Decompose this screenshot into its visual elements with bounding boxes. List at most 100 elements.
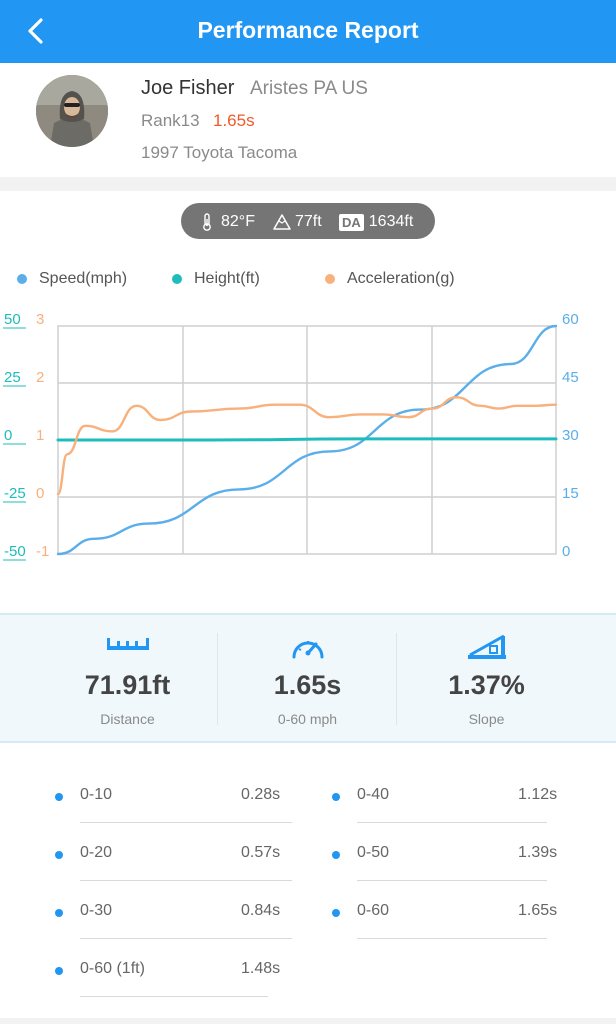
stat-divider xyxy=(217,633,218,725)
split-range: 0-60 (1ft) xyxy=(80,960,145,977)
split-row: 0-50 1.39s xyxy=(332,828,572,886)
legend-height-label: Height(ft) xyxy=(194,270,260,287)
bullet-icon xyxy=(55,909,63,917)
split-time: 1.65s xyxy=(518,902,558,919)
stat-zero-to-sixty: 1.65s 0-60 mph xyxy=(205,615,410,741)
zero-to-sixty-value: 1.65s xyxy=(273,670,342,700)
legend-speed[interactable]: Speed(mph) xyxy=(17,270,127,288)
temperature-item: 82°F xyxy=(201,213,255,231)
height-tick-label: 25 xyxy=(4,369,21,386)
split-separator xyxy=(80,822,292,823)
speed-series-line xyxy=(56,324,558,556)
driver-name: Joe Fisher xyxy=(141,77,235,99)
profile-card: Joe Fisher Aristes PA US Rank13 1.65s 19… xyxy=(0,63,616,177)
stat-distance: 71.91ft Distance xyxy=(25,615,230,741)
driver-location: Aristes PA US xyxy=(250,78,368,99)
acceleration-legend-dot xyxy=(325,274,335,284)
split-row: 0-20 0.57s xyxy=(55,828,295,886)
height-tick-label: -25 xyxy=(4,485,26,502)
driver-rank: Rank13 xyxy=(141,111,200,130)
stat-slope: 1.37% Slope xyxy=(384,615,589,741)
legend-speed-label: Speed(mph) xyxy=(39,270,128,287)
split-range: 0-10 xyxy=(80,786,113,803)
page-title: Performance Report xyxy=(197,17,419,43)
split-range: 0-30 xyxy=(80,902,113,919)
split-row: 0-10 0.28s xyxy=(55,770,295,828)
temperature-value: 82°F xyxy=(221,213,255,230)
split-row: 0-40 1.12s xyxy=(332,770,572,828)
da-badge: DA xyxy=(339,213,364,231)
split-time: 1.12s xyxy=(518,786,558,803)
split-time: 0.84s xyxy=(241,902,281,919)
split-time: 0.57s xyxy=(241,844,281,861)
user-photo-icon xyxy=(36,75,108,147)
ruler-icon xyxy=(106,638,149,650)
height-tick-label: 0 xyxy=(4,427,12,444)
acceleration-tick-label: 1 xyxy=(36,427,44,444)
rank-time: 1.65s xyxy=(213,111,255,130)
speed-tick-label: 0 xyxy=(562,543,570,560)
altitude-item: 77ft xyxy=(273,213,322,231)
height-legend-dot xyxy=(172,274,182,284)
legend-acceleration[interactable]: Acceleration(g) xyxy=(325,270,455,288)
back-button[interactable] xyxy=(22,16,52,46)
split-separator xyxy=(80,880,292,881)
acceleration-tick-label: 0 xyxy=(36,485,44,502)
density-altitude-value: 1634ft xyxy=(368,213,414,230)
split-range: 0-40 xyxy=(357,786,390,803)
speed-tick-label: 15 xyxy=(562,485,579,502)
split-separator xyxy=(357,938,547,939)
distance-label: Distance xyxy=(100,711,155,727)
split-row: 0-30 0.84s xyxy=(55,886,295,944)
height-tick-label: -50 xyxy=(4,543,26,560)
speedometer-icon xyxy=(292,641,323,659)
split-range: 0-60 xyxy=(357,902,390,919)
bullet-icon xyxy=(332,909,340,917)
bullet-icon xyxy=(55,851,63,859)
stats-panel: 71.91ft Distance 1.65s 0-60 mph 1.37% xyxy=(0,613,616,743)
split-row: 0-60 (1ft) 1.48s xyxy=(55,944,295,1002)
density-altitude-item: DA 1634ft xyxy=(339,213,413,231)
bullet-icon xyxy=(55,793,63,801)
legend-height[interactable]: Height(ft) xyxy=(172,270,260,288)
speed-tick-label: 45 xyxy=(562,369,579,386)
split-time: 1.48s xyxy=(241,960,281,977)
split-separator xyxy=(357,822,547,823)
zero-to-sixty-label: 0-60 mph xyxy=(277,711,338,727)
acceleration-tick-label: 3 xyxy=(36,311,44,328)
acceleration-tick-label: 2 xyxy=(36,369,44,386)
slope-icon xyxy=(467,634,506,659)
chevron-left-icon xyxy=(28,18,43,44)
legend-acceleration-label: Acceleration(g) xyxy=(347,270,455,287)
distance-value: 71.91ft xyxy=(84,670,171,700)
split-time: 1.39s xyxy=(518,844,558,861)
slope-label: Slope xyxy=(468,711,505,727)
avatar[interactable] xyxy=(36,75,108,147)
bullet-icon xyxy=(332,851,340,859)
bullet-icon xyxy=(55,967,63,975)
speed-tick-label: 30 xyxy=(562,427,579,444)
height-tick-label: 50 xyxy=(4,311,21,328)
bottom-divider xyxy=(0,1018,616,1024)
split-range: 0-20 xyxy=(80,844,113,861)
split-row: 0-60 1.65s xyxy=(332,886,572,944)
altitude-value: 77ft xyxy=(295,213,322,230)
mountain-icon xyxy=(273,214,291,230)
performance-chart: 50 25 0 -25 -50 3 2 1 0 -1 60 45 30 15 0 xyxy=(3,311,579,561)
section-divider xyxy=(0,177,616,191)
slope-value: 1.37% xyxy=(448,670,525,700)
acceleration-series-line xyxy=(56,396,558,496)
height-series-line xyxy=(56,437,558,442)
speed-tick-label: 60 xyxy=(562,311,579,328)
vehicle-name: 1997 Toyota Tacoma xyxy=(141,143,298,162)
split-time: 0.28s xyxy=(241,786,281,803)
conditions-pill: 82°F 77ft DA 1634ft xyxy=(181,203,435,239)
bullet-icon xyxy=(332,793,340,801)
header-bar: Performance Report xyxy=(0,0,616,63)
stat-divider xyxy=(396,633,397,725)
thermometer-icon xyxy=(203,213,211,231)
acceleration-tick-label: -1 xyxy=(36,543,49,560)
split-separator xyxy=(80,996,268,997)
split-range: 0-50 xyxy=(357,844,390,861)
speed-legend-dot xyxy=(17,274,27,284)
